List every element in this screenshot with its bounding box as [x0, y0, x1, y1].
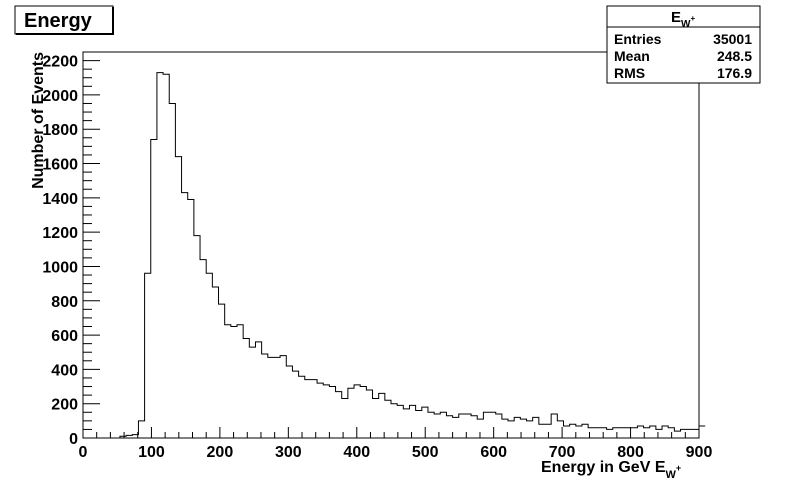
y-tick-label: 600: [51, 328, 78, 345]
stats-mean-value: 248.5: [717, 48, 752, 64]
chart-title: Energy: [24, 10, 93, 32]
x-tick-label: 0: [79, 444, 88, 461]
y-tick-label: 1000: [42, 259, 78, 276]
y-tick-label: 2000: [42, 88, 78, 105]
y-tick-label: 2200: [42, 54, 78, 71]
y-tick-label: 200: [51, 397, 78, 414]
stats-entries-value: 35001: [713, 31, 752, 47]
x-tick-label: 200: [207, 444, 234, 461]
x-tick-label: 700: [549, 444, 576, 461]
x-tick-label: 300: [275, 444, 302, 461]
x-tick-label: 900: [686, 444, 713, 461]
y-tick-label: 1800: [42, 122, 78, 139]
stats-entries-label: Entries: [614, 31, 662, 47]
y-tick-label: 400: [51, 362, 78, 379]
stats-box: EW+ Entries 35001 Mean 248.5 RMS 176.9: [606, 5, 761, 84]
x-tick-label: 500: [412, 444, 439, 461]
y-tick-label: 800: [51, 294, 78, 311]
y-tick-label: 0: [69, 431, 78, 448]
x-tick-label: 400: [343, 444, 370, 461]
plot-frame: [82, 51, 700, 439]
stats-rms-value: 176.9: [717, 65, 752, 81]
x-tick-label: 800: [617, 444, 644, 461]
y-tick-label: 1400: [42, 191, 78, 208]
y-tick-label: 1200: [42, 225, 78, 242]
x-tick-label: 600: [480, 444, 507, 461]
histogram-outline: [83, 72, 706, 439]
title-box: Energy: [14, 5, 114, 35]
y-axis-title: Number of Events: [30, 52, 47, 189]
stats-rms-label: RMS: [614, 65, 645, 81]
stats-mean-label: Mean: [614, 48, 650, 64]
stats-title: EW+: [671, 9, 695, 30]
x-axis-title: Energy in GeV EW+: [541, 459, 681, 481]
x-tick-label: 100: [138, 444, 165, 461]
y-tick-label: 1600: [42, 157, 78, 174]
axis-ticks: 0 100 200 300 400 500 600 700 800 900 0 200 400 600 80…: [42, 51, 713, 461]
